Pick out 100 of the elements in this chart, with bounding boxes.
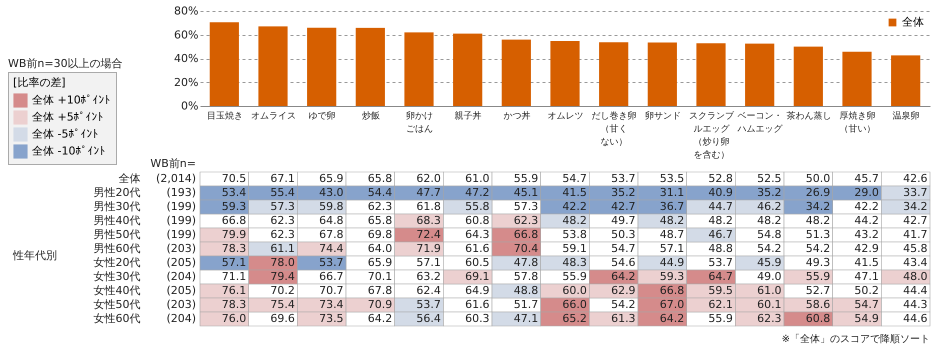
- y-tick-label: 女性30代: [94, 270, 140, 283]
- data-label: 65.2: [562, 312, 587, 325]
- data-label: 41.5: [854, 256, 879, 269]
- data-label: 51.3: [806, 228, 830, 241]
- bar: [696, 43, 726, 106]
- x-tick-label: オムレツ: [548, 112, 584, 122]
- y-tick-label: 20%: [174, 76, 198, 89]
- data-label: 63.2: [416, 270, 441, 283]
- data-label: 50.2: [854, 284, 879, 297]
- data-label: 51.7: [514, 298, 538, 311]
- data-label: 69.6: [270, 312, 295, 325]
- y-tick-label: 0%: [181, 100, 198, 112]
- bar: [794, 46, 823, 106]
- bar: [356, 28, 385, 106]
- data-label: 46.7: [708, 228, 733, 241]
- data-label: 45.1: [514, 186, 538, 199]
- data-label: 54.7: [562, 172, 587, 185]
- data-label: 66.0: [562, 298, 587, 311]
- data-label: 59.3: [222, 200, 246, 213]
- data-label: 60.5: [465, 256, 490, 269]
- data-label: 62.3: [514, 214, 538, 227]
- bar: [502, 40, 531, 106]
- data-label: 52.5: [757, 172, 782, 185]
- data-label: 62.0: [416, 172, 441, 185]
- data-label: 48.3: [562, 256, 587, 269]
- x-tick-label: オムライス: [251, 112, 296, 122]
- data-label: 54.2: [611, 298, 636, 311]
- data-label: 41.7: [903, 228, 928, 241]
- x-tick-label: かつ丼: [503, 110, 530, 122]
- y-tick-label: 女性50代: [94, 298, 140, 311]
- data-label: 79.4: [270, 270, 295, 283]
- y-tick-label: 女性20代: [94, 256, 140, 269]
- data-label: 53.7: [708, 256, 733, 269]
- bar: [210, 22, 239, 106]
- y2-tick-label: (2,014): [156, 172, 196, 185]
- text: 性年代別: [12, 249, 57, 262]
- y2-tick-label: (193): [166, 186, 196, 199]
- data-label: 54.2: [806, 242, 830, 255]
- data-label: 53.7: [319, 256, 344, 269]
- data-label: 59.1: [562, 242, 587, 255]
- data-label: 64.8: [319, 214, 344, 227]
- x-tick-label: 親子丼: [454, 110, 482, 122]
- data-label: 55.9: [562, 270, 587, 283]
- data-label: 60.3: [465, 312, 490, 325]
- data-label: 42.7: [611, 200, 636, 213]
- data-label: 67.8: [319, 228, 344, 241]
- data-label: 48.2: [806, 214, 830, 227]
- data-label: 53.7: [416, 298, 441, 311]
- bar: [258, 26, 288, 106]
- data-label: 44.4: [903, 284, 928, 297]
- data-label: 62.3: [757, 312, 782, 325]
- data-label: 73.5: [319, 312, 344, 325]
- data-label: 48.2: [708, 214, 733, 227]
- data-label: 43.4: [903, 256, 928, 269]
- legend-label: 全体: [902, 16, 924, 28]
- data-label: 44.2: [854, 214, 879, 227]
- data-label: 67.0: [660, 298, 684, 311]
- y-tick-label: 男性20代: [94, 186, 140, 199]
- data-label: 52.8: [708, 172, 733, 185]
- data-label: 75.4: [270, 298, 295, 311]
- data-label: 42.6: [903, 172, 928, 185]
- data-label: 55.9: [806, 270, 830, 283]
- data-label: 62.3: [270, 214, 295, 227]
- x-tick-label: 卵かけごはん: [406, 110, 433, 134]
- data-label: 62.3: [368, 200, 392, 213]
- x-tick-label: ベーコン・ハムエッグ: [736, 112, 784, 134]
- data-label: 29.0: [854, 186, 879, 199]
- data-label: 47.7: [416, 186, 441, 199]
- bar: [891, 55, 920, 106]
- x-tick-label: だし巻き卵（甘くない）: [592, 110, 637, 148]
- y2-tick-label: (204): [166, 312, 196, 325]
- data-label: 53.8: [562, 228, 587, 241]
- data-label: 61.8: [416, 200, 441, 213]
- data-label: 78.3: [222, 298, 246, 311]
- data-label: 41.5: [562, 186, 587, 199]
- data-label: 48.7: [660, 228, 684, 241]
- data-label: 47.1: [514, 312, 538, 325]
- data-label: 47.2: [465, 186, 490, 199]
- data-label: 48.8: [708, 242, 733, 255]
- data-label: 57.8: [514, 270, 538, 283]
- data-label: 59.5: [708, 284, 733, 297]
- data-label: 52.7: [806, 284, 830, 297]
- data-label: 62.3: [270, 228, 295, 241]
- data-label: 70.7: [319, 284, 344, 297]
- data-label: 33.7: [903, 186, 928, 199]
- data-label: 42.2: [854, 200, 879, 213]
- data-label: 47.8: [514, 256, 538, 269]
- y2-axis-title: WB前n=: [150, 157, 196, 170]
- x-tick-label: 炒飯: [362, 110, 380, 122]
- data-label: 48.2: [660, 214, 684, 227]
- y-tick-label: 女性60代: [94, 312, 140, 325]
- data-label: 64.7: [708, 270, 733, 283]
- data-label: 62.9: [611, 284, 636, 297]
- y2-tick-label: (199): [166, 200, 196, 213]
- data-label: 55.9: [514, 172, 538, 185]
- data-label: 49.0: [757, 270, 782, 283]
- x-tick-label: 卵サンド: [644, 110, 681, 122]
- x-tick-label: 茶わん蒸し: [786, 110, 832, 122]
- data-label: 43.0: [319, 186, 344, 199]
- legend-label: 全体 -5ﾎﾟｲﾝﾄ: [32, 128, 98, 140]
